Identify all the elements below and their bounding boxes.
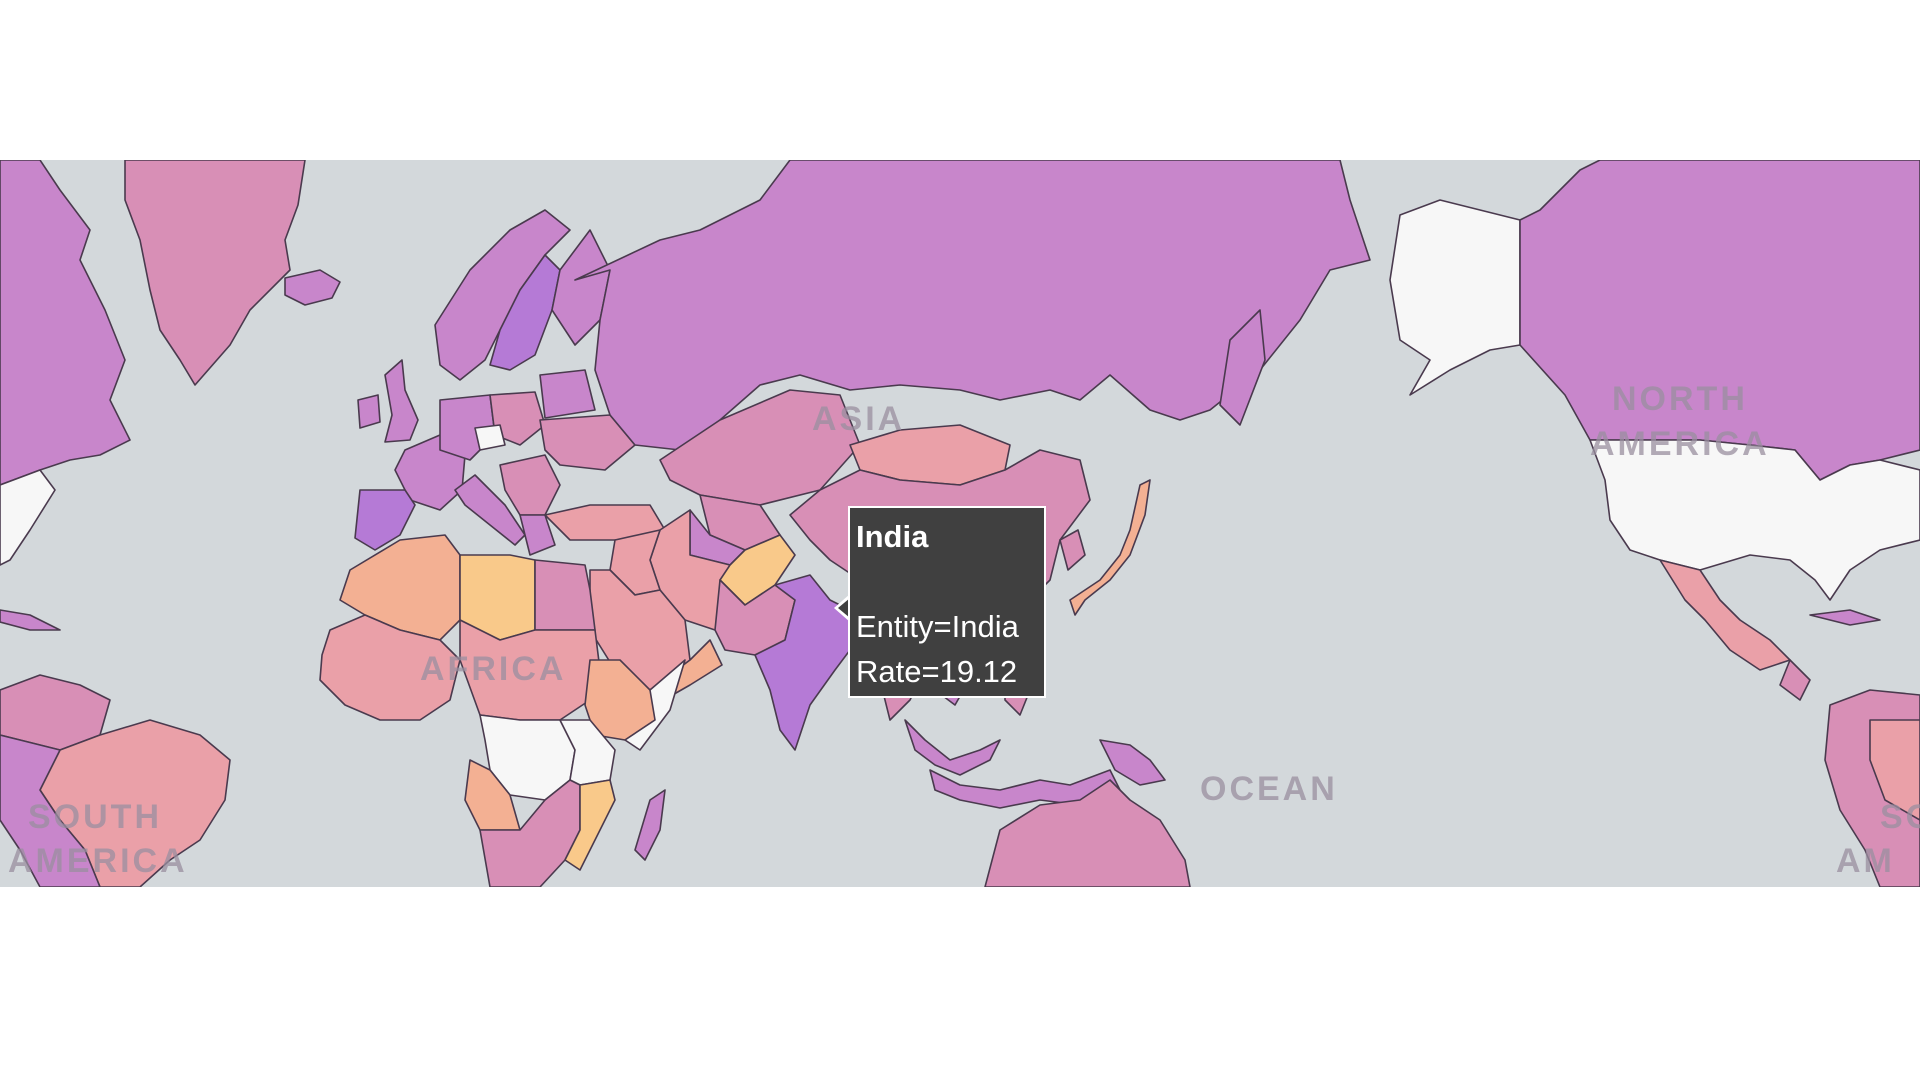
country-brazil-right[interactable] [1869, 719, 1920, 821]
region-label-south-america-right-2: AM [1836, 842, 1895, 880]
region-label-north-america-2: AMERICA [1590, 425, 1770, 463]
country-uk[interactable] [384, 359, 419, 443]
country-japan[interactable] [1069, 479, 1151, 616]
country-cuba-left[interactable] [0, 609, 61, 631]
tooltip-spacer [856, 559, 1038, 604]
region-label-asia: ASIA [812, 400, 905, 438]
country-peru-bolivia[interactable] [0, 734, 101, 887]
country-korea[interactable] [1059, 529, 1086, 571]
region-label-south-america-1: SOUTH [28, 798, 162, 836]
tooltip-title: India [856, 519, 929, 554]
country-usa[interactable] [1589, 439, 1920, 601]
country-greenland[interactable] [124, 160, 306, 386]
country-papua[interactable] [1099, 739, 1166, 786]
country-canada-left[interactable] [0, 160, 131, 486]
tooltip-arrow-inner [838, 598, 850, 618]
country-ireland[interactable] [357, 394, 381, 429]
country-italy[interactable] [454, 474, 526, 546]
country-egypt[interactable] [534, 559, 596, 631]
country-madagascar[interactable] [634, 789, 666, 861]
region-label-africa: AFRICA [420, 650, 566, 688]
region-label-oceania: OCEAN [1200, 770, 1338, 808]
country-iceland[interactable] [284, 269, 341, 306]
country-australia[interactable] [984, 779, 1191, 887]
country-west-africa[interactable] [319, 614, 461, 721]
region-label-south-america-2: AMERICA [8, 842, 188, 880]
country-alaska[interactable] [1389, 199, 1521, 396]
country-cuba[interactable] [1809, 609, 1881, 626]
country-greece[interactable] [519, 514, 556, 556]
region-label-north-america-1: NORTH [1612, 380, 1748, 418]
country-russia[interactable] [574, 160, 1371, 451]
country-usa-left[interactable] [0, 469, 56, 566]
map-canvas[interactable]: ASIA NORTH AMERICA AFRICA OCEAN SOUTH AM… [0, 160, 1920, 887]
country-morocco-algeria[interactable] [339, 534, 461, 641]
country-czech[interactable] [474, 424, 506, 451]
country-central-america[interactable] [1779, 659, 1811, 701]
world-map[interactable]: ASIA NORTH AMERICA AFRICA OCEAN SOUTH AM… [0, 160, 1920, 887]
tooltip-entity: Entity=India [856, 609, 1019, 644]
country-malaysia[interactable] [904, 719, 1001, 776]
country-kazakhstan[interactable] [659, 389, 861, 506]
hover-tooltip: India Entity=India Rate=19.12 [848, 506, 1046, 698]
country-belarus[interactable] [539, 369, 596, 419]
region-label-south-america-right-1: SO [1880, 798, 1920, 836]
country-iberia[interactable] [354, 489, 416, 551]
country-mexico[interactable] [1659, 559, 1791, 671]
country-mozambique[interactable] [564, 779, 616, 871]
country-somalia[interactable] [624, 659, 686, 751]
country-russia-kamchatka[interactable] [1219, 309, 1266, 426]
tooltip-rate: Rate=19.12 [856, 654, 1018, 689]
country-balkans[interactable] [499, 454, 561, 516]
